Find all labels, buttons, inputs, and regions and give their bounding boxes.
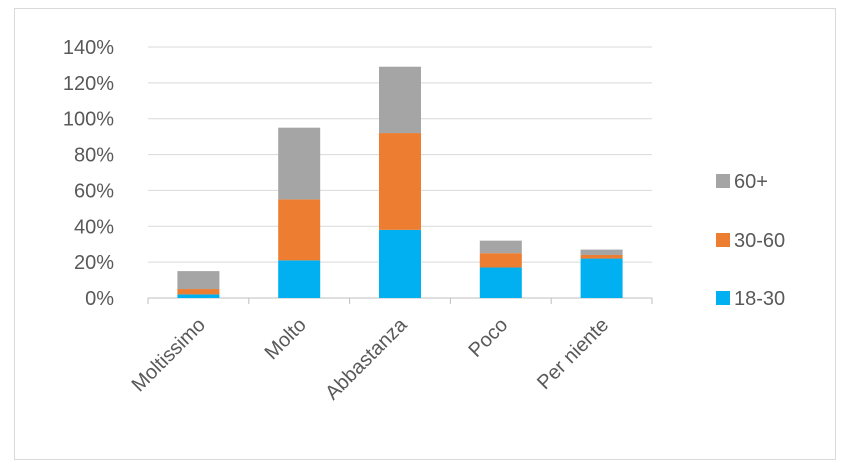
legend-swatch (716, 233, 730, 247)
bar-60+-moltissimo (177, 271, 220, 290)
y-tick-label: 120% (63, 73, 114, 95)
x-tick-label: Molto (261, 314, 311, 364)
bar-18-30-moltissimo (177, 294, 220, 298)
bar-60+-per-niente (580, 249, 623, 255)
x-tick-label: Moltissimo (128, 314, 210, 396)
y-tick-label: 40% (74, 216, 114, 238)
bar-30-60-poco (479, 253, 522, 268)
legend-swatch (716, 174, 730, 188)
bars (177, 66, 623, 298)
x-tick-label: Per niente (533, 314, 613, 394)
bar-30-60-per-niente (580, 254, 623, 259)
bar-18-30-poco (479, 267, 522, 298)
y-tick-label: 140% (63, 37, 114, 59)
y-tick-label: 80% (74, 145, 114, 167)
x-tick-label: Poco (465, 314, 513, 362)
y-tick-label: 100% (63, 109, 114, 131)
bar-30-60-molto (278, 199, 321, 261)
bar-18-30-abbastanza (379, 229, 421, 298)
legend-label: 18-30 (734, 288, 785, 310)
bar-60+-molto (278, 127, 321, 200)
legend-label: 60+ (734, 171, 768, 193)
x-axis-ticks: Moltissimo Molto Abbastanza Poco Per niente (128, 313, 614, 404)
y-tick-label: 60% (74, 180, 114, 202)
legend: 60+ 30-60 18-30 (716, 171, 785, 310)
y-tick-label: 0% (85, 288, 114, 310)
bar-60+-abbastanza (379, 66, 421, 134)
bar-60+-poco (479, 240, 522, 254)
legend-swatch (716, 291, 730, 305)
x-tick-label: Abbastanza (321, 313, 412, 404)
bar-30-60-abbastanza (379, 133, 421, 230)
bar-18-30-molto (278, 260, 321, 298)
legend-label: 30-60 (734, 230, 785, 252)
bar-18-30-per-niente (580, 258, 623, 298)
bar-30-60-moltissimo (177, 289, 220, 295)
y-tick-label: 20% (74, 252, 114, 274)
y-axis-ticks: 0% 20% 40% 60% 80% 100% 120% 140% (63, 37, 114, 310)
